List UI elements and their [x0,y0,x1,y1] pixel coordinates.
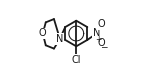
Text: O: O [97,19,105,29]
Text: N: N [56,34,64,44]
Text: −: − [100,42,107,51]
Text: O: O [39,28,47,39]
Text: O: O [97,38,105,48]
Text: N: N [93,28,100,39]
Text: Cl: Cl [72,55,81,65]
Text: +: + [95,35,101,44]
